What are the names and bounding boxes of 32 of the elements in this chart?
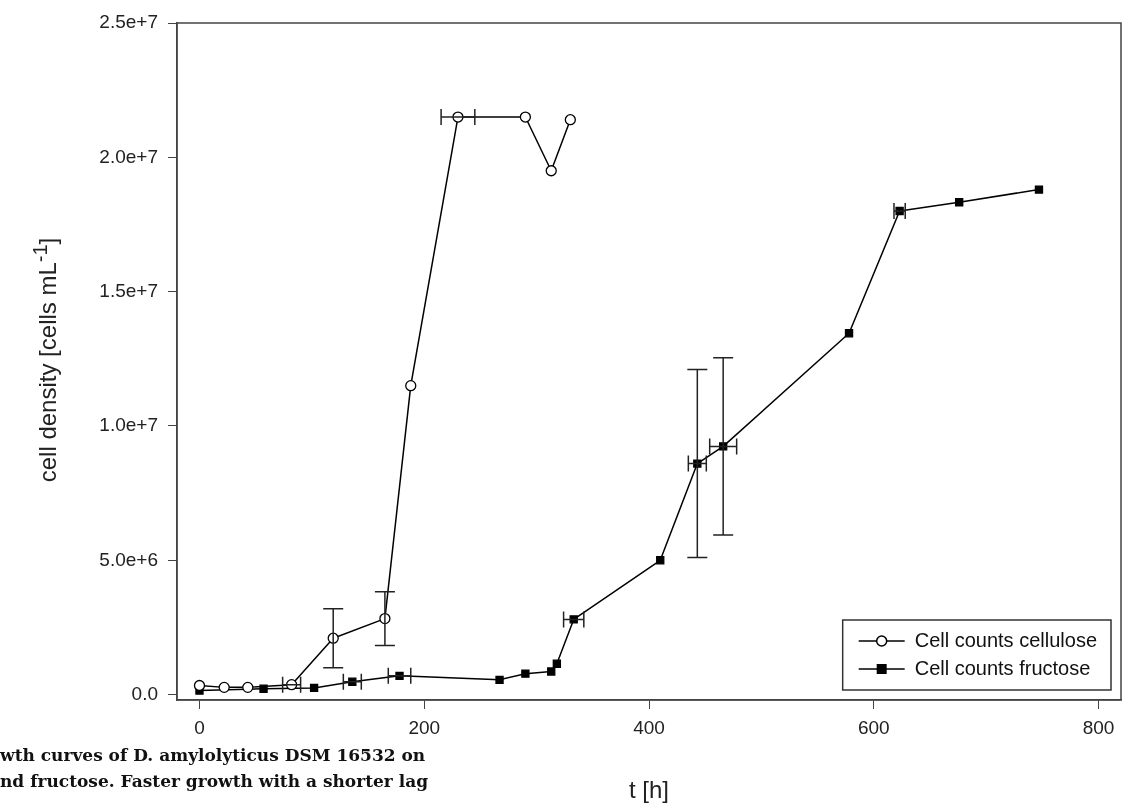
point: [656, 556, 665, 565]
point: [309, 683, 319, 693]
x-tick-label: 200: [408, 716, 441, 738]
x-tick-label: 800: [1082, 716, 1115, 738]
point: [519, 111, 532, 123]
point: [545, 165, 557, 177]
point: [405, 380, 417, 392]
point: [954, 198, 964, 207]
x-tick-label: 600: [857, 716, 890, 738]
text: nd fructose. Faster growth with a shorter lag: [0, 770, 429, 793]
y-tick-label: 5.0e+6: [99, 548, 158, 570]
point: [218, 681, 230, 694]
x-tick-label: 400: [633, 716, 665, 738]
x-tick-label: 0: [194, 716, 205, 738]
legend-label: Cell counts fructose: [914, 656, 1091, 679]
point: [564, 114, 576, 126]
legend-label: Cell counts cellulose: [914, 628, 1098, 651]
point: [495, 675, 504, 685]
point: [552, 659, 562, 668]
y-tick-label: 1.0e+7: [99, 414, 158, 436]
y-tick-label: 1.5e+7: [99, 279, 158, 301]
point: [547, 667, 556, 676]
y-tick-label: 0.0: [131, 682, 158, 704]
y-tick-label: 2.0e+7: [99, 145, 158, 167]
point: [259, 684, 268, 693]
y-tick-label: 2.5e+7: [99, 11, 158, 33]
text: wth curves of D. amylolyticus DSM 16532 on: [0, 744, 427, 767]
point: [844, 329, 854, 338]
point: [1034, 185, 1044, 194]
point: [521, 669, 530, 678]
x-axis-title: t [h]: [628, 776, 670, 804]
point: [242, 681, 254, 694]
